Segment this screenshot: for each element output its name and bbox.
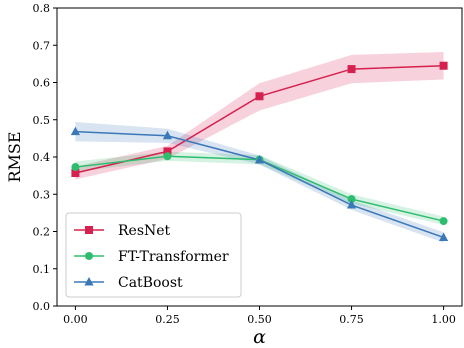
ft-transformer-point [163,152,172,161]
resnet-point [347,65,356,74]
x-tick-label: 0.50 [247,313,272,326]
x-tick-label: 0.25 [155,313,180,326]
catboost-point [162,130,173,140]
resnet-point [439,61,448,70]
x-axis: 0.00 0.25 0.50 0.75 1.00 [63,306,456,326]
legend-marker-resnet [85,226,93,234]
ft-transformer-band [75,151,444,225]
y-axis: 0.0 0.1 0.2 0.3 0.4 0.5 0.6 0.7 0.8 [33,2,57,313]
y-tick-label: 0.7 [33,39,51,52]
y-tick-label: 0.8 [33,2,51,15]
legend-label-ft-transformer: FT-Transformer [118,249,229,265]
resnet-point [163,147,172,156]
y-tick-label: 0.3 [33,188,51,201]
legend-label-resnet: ResNet [118,223,171,239]
legend-box [65,212,242,298]
x-axis-label: α [253,326,266,348]
resnet-point [71,169,80,178]
legend-marker-ft-transformer [85,252,93,260]
y-tick-label: 0.6 [33,77,51,90]
legend: ResNet FT-Transformer CatBoost [65,212,242,298]
legend-label-catboost: CatBoost [118,275,183,291]
legend-marker-catboost [84,277,94,286]
x-tick-label: 0.75 [339,313,364,326]
resnet-point [255,92,264,101]
ft-transformer-point [439,217,448,226]
y-axis-label: RMSE [5,131,24,182]
y-tick-label: 0.5 [33,114,51,127]
x-tick-label: 1.00 [431,313,456,326]
catboost-point [346,200,357,209]
catboost-point [70,126,81,136]
y-tick-label: 0.4 [33,151,51,164]
x-tick-label: 0.00 [63,313,88,326]
plot-markers [70,61,449,241]
catboost-point [254,154,265,164]
y-tick-label: 0.2 [33,226,51,239]
y-tick-label: 0.0 [33,300,51,313]
ft-transformer-point [71,163,80,172]
y-tick-label: 0.1 [33,263,51,276]
ft-transformer-point [347,195,356,204]
catboost-point [438,232,449,241]
